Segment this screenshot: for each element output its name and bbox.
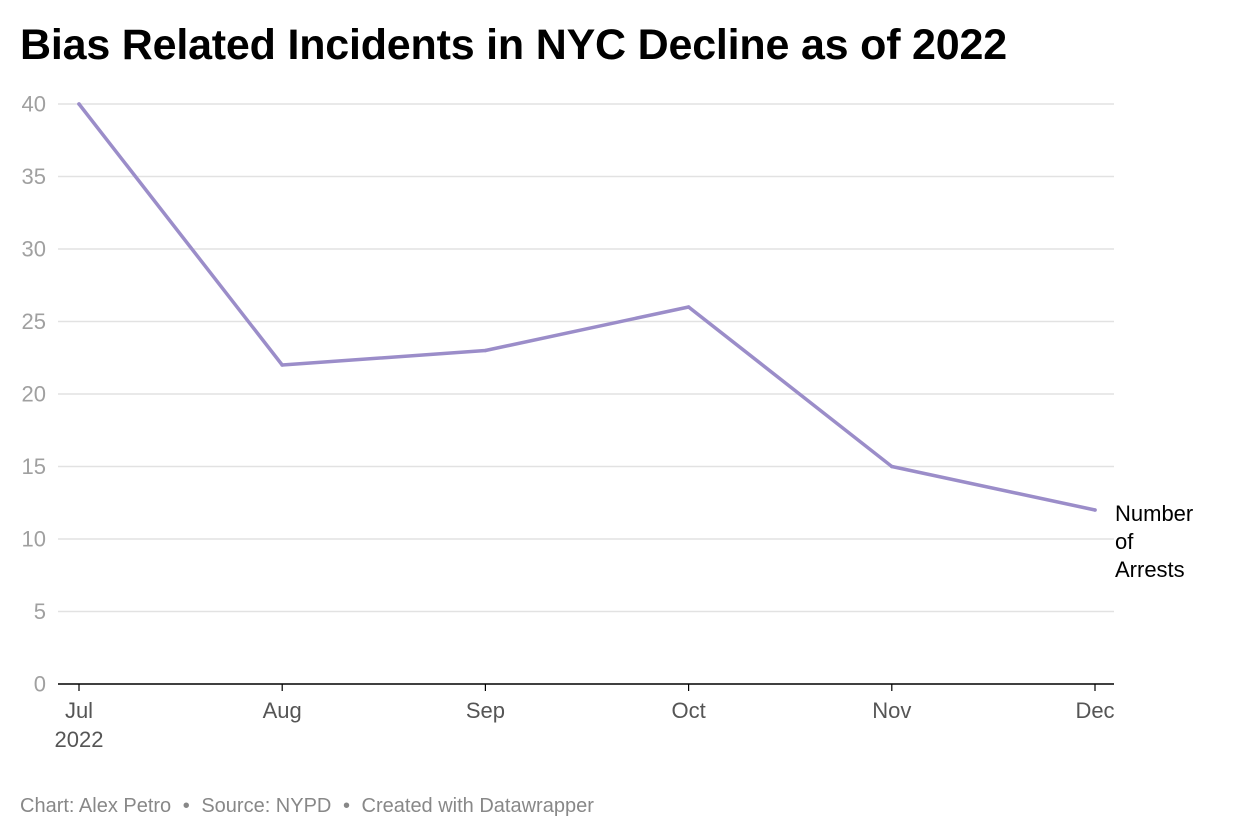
y-tick-label: 5: [34, 599, 46, 624]
x-axis-ticks: Jul Aug Sep Oct Nov Dec 2022: [55, 684, 1115, 752]
footer-separator: •: [182, 795, 190, 817]
x-tick-label: Nov: [872, 698, 911, 723]
x-tick-label: Dec: [1075, 698, 1114, 723]
y-axis-ticks: 0 5 10 15 20 25 30 35 40: [22, 92, 46, 697]
series-line: [77, 102, 1097, 512]
footer-separator: •: [342, 795, 350, 817]
y-tick-label: 15: [22, 454, 46, 479]
x-tick-label: Oct: [671, 698, 705, 723]
x-tick-label: Jul: [65, 698, 93, 723]
data-point: [77, 102, 81, 106]
series-label: Number of Arrests: [1115, 501, 1193, 582]
x-tick-label: Sep: [466, 698, 505, 723]
y-tick-label: 40: [22, 92, 46, 117]
data-point: [890, 464, 894, 469]
y-tick-label: 30: [22, 237, 46, 262]
data-point: [483, 348, 488, 353]
data-point: [686, 305, 691, 309]
y-tick-label: 25: [22, 309, 46, 334]
y-tick-label: 35: [22, 164, 46, 189]
data-point: [1093, 508, 1097, 512]
grid-lines: [58, 103, 1114, 613]
y-tick-label: 20: [22, 382, 46, 407]
footer-source: Source: NYPD: [201, 795, 332, 817]
y-tick-label: 0: [34, 672, 46, 697]
y-tick-label: 10: [22, 527, 46, 552]
x-tick-label: Aug: [263, 698, 302, 723]
data-point: [280, 363, 285, 367]
x-tick-year-label: 2022: [55, 727, 104, 752]
series-group: [77, 102, 1097, 512]
chart-title: Bias Related Incidents in NYC Decline as…: [20, 21, 1007, 69]
footer-created-with: Created with Datawrapper: [361, 795, 594, 817]
footer-author: Chart: Alex Petro: [20, 795, 172, 817]
chart-footer: Chart: Alex Petro • Source: NYPD • Creat…: [20, 792, 594, 820]
